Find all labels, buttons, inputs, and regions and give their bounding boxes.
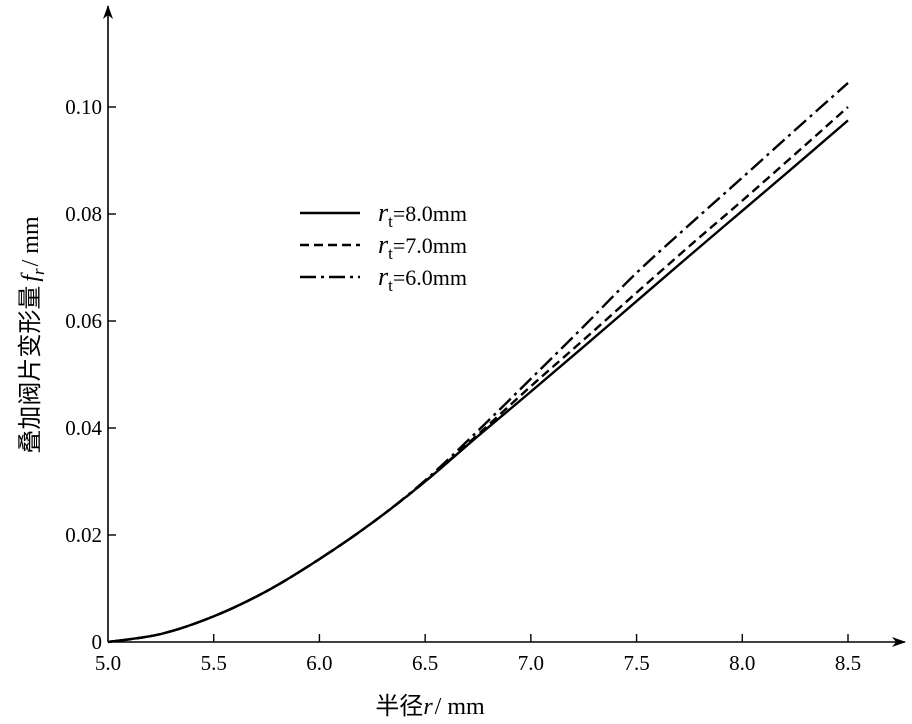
legend-label: rt=8.0mm	[378, 198, 467, 231]
x-tick-label: 6.0	[306, 651, 332, 675]
y-tick-label: 0.10	[65, 95, 102, 119]
x-axis-title-var: r	[423, 694, 433, 720]
x-tick-label: 7.5	[623, 651, 649, 675]
series-line-dashdot	[107, 82, 849, 644]
y-tick-label: 0.02	[65, 523, 102, 547]
series-line-dashed	[107, 106, 849, 644]
y-axis-title-prefix: 叠加阀片变形量	[16, 286, 44, 454]
series-line-solid	[107, 119, 849, 644]
x-tick-label: 8.5	[835, 651, 861, 675]
x-axis-title-unit: / mm	[435, 694, 485, 720]
x-tick-label: 6.5	[412, 651, 438, 675]
y-axis-ticks: 0 0.02 0.04 0.06 0.08 0.10	[65, 95, 116, 654]
y-axis-title-var: f	[18, 272, 44, 282]
y-axis-title-sub: r	[29, 268, 48, 275]
y-tick-label: 0.04	[65, 416, 102, 440]
y-tick-label: 0	[92, 630, 103, 654]
y-tick-label: 0.08	[65, 202, 102, 226]
x-tick-label: 7.0	[518, 651, 544, 675]
x-tick-label: 5.0	[95, 651, 121, 675]
y-tick-label: 0.06	[65, 309, 102, 333]
x-axis-title: 半径r/ mm	[375, 692, 485, 720]
y-axis-title-unit: / mm	[18, 216, 44, 266]
x-tick-label: 8.0	[729, 651, 755, 675]
legend-label: rt=7.0mm	[378, 230, 467, 263]
y-axis-title: 叠加阀片变形量 fr / mm	[16, 216, 48, 454]
x-axis-ticks: 5.0 5.5 6.0 6.5 7.0 7.5 8.0 8.5	[95, 634, 861, 675]
legend-label: rt=6.0mm	[378, 262, 467, 295]
series-lines	[107, 82, 849, 644]
x-tick-label: 5.5	[201, 651, 227, 675]
x-axis-title-prefix: 半径	[375, 692, 423, 720]
